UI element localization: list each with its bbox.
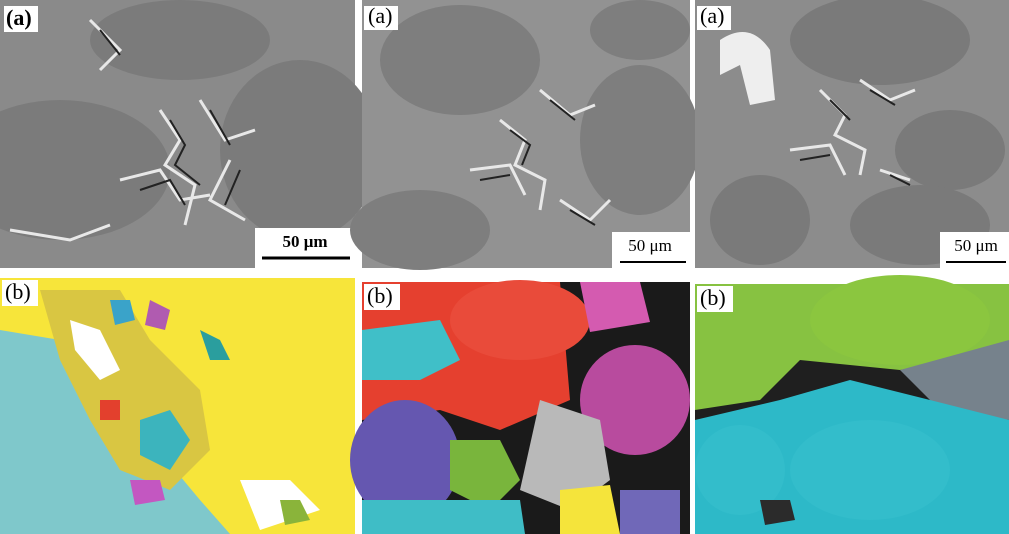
sem-panel: 50 μm (a): [695, 0, 1009, 268]
scale-bar-label: 50 μm: [282, 232, 327, 251]
sem-panel: 50 μm (a): [0, 0, 380, 268]
ebsd-panel: (b): [350, 280, 690, 534]
ebsd-panel: (b): [695, 275, 1009, 534]
figure: 50 μm (a) 50 μm (a) 50 μm (a): [0, 0, 1009, 534]
panel-label: (a): [700, 3, 724, 28]
sem-panel: 50 μm (a): [350, 0, 700, 270]
panel-label: (b): [5, 279, 31, 304]
panel-label: (a): [368, 3, 392, 28]
panel-label: (b): [367, 283, 393, 308]
panel-label: (a): [6, 5, 32, 30]
scale-bar-label: 50 μm: [628, 236, 672, 255]
panel-label: (b): [700, 285, 726, 310]
ebsd-panel: (b): [0, 278, 355, 534]
scale-bar-label: 50 μm: [954, 236, 998, 255]
